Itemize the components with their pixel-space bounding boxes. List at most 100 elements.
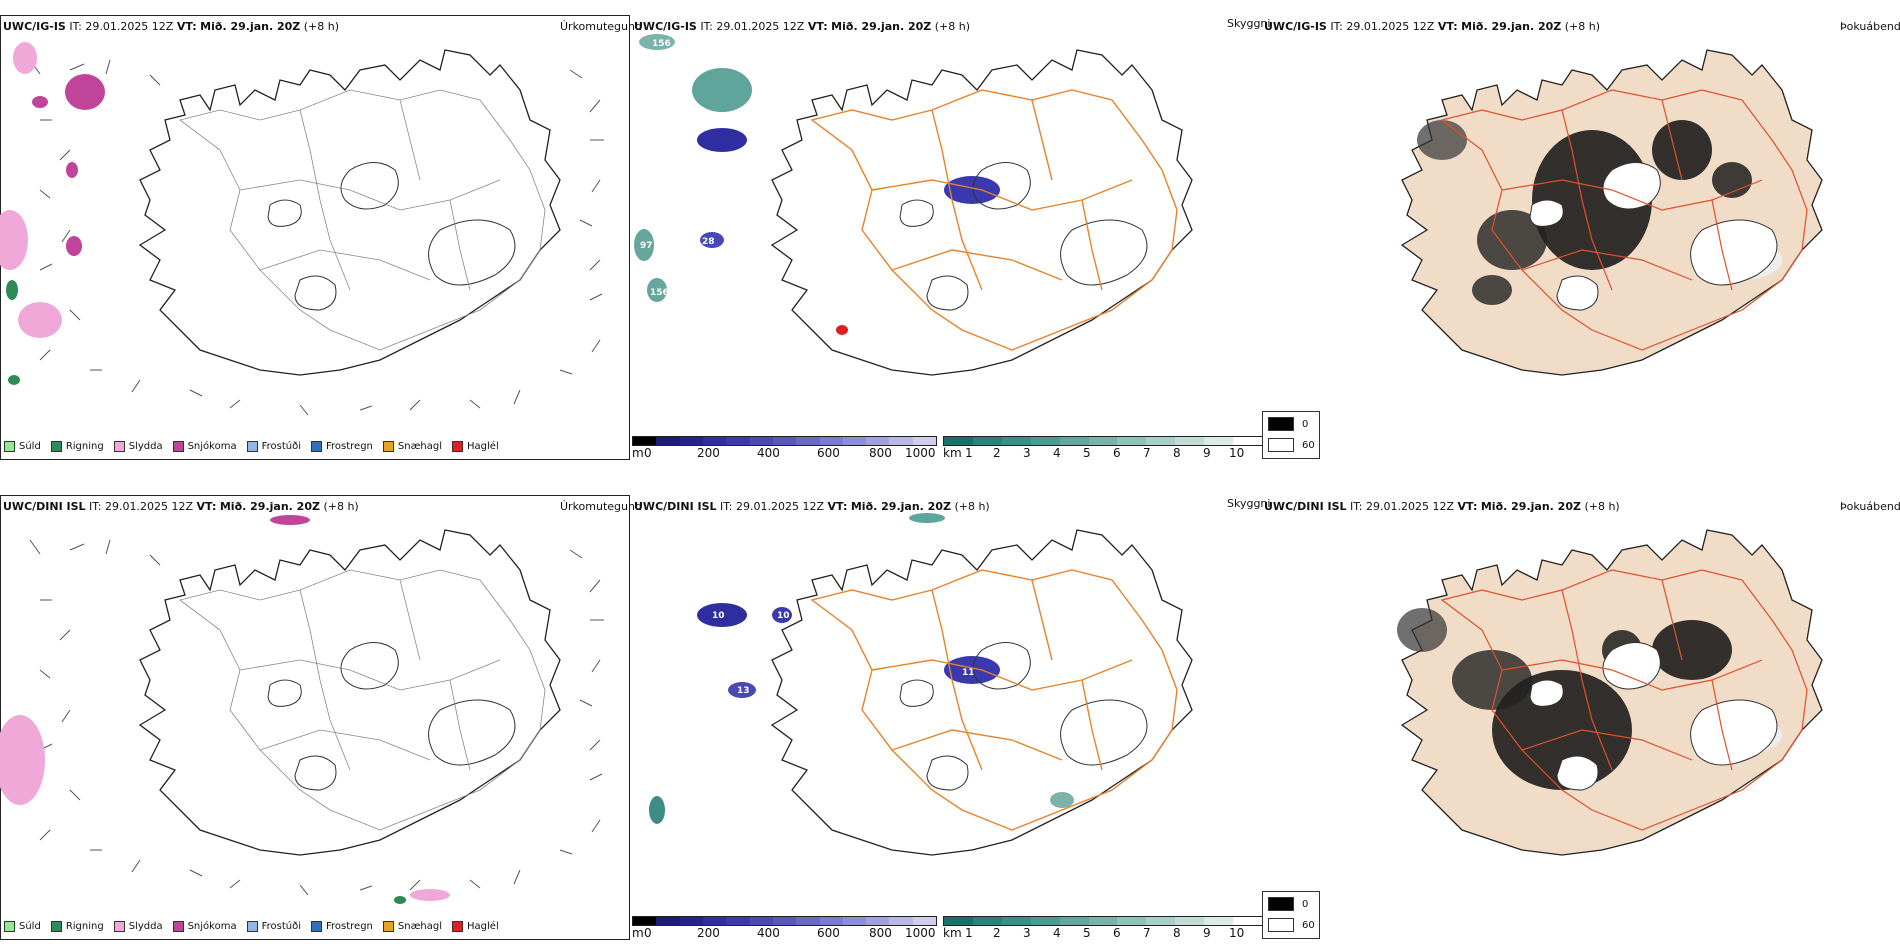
legend-swatch bbox=[172, 920, 184, 932]
legend-swatch bbox=[382, 920, 394, 932]
legend-label: Súld bbox=[19, 920, 41, 932]
precip-type-panel: UWC/DINI ISL IT: 29.01.2025 12Z VT: Mið.… bbox=[0, 480, 642, 940]
legend-swatch bbox=[113, 920, 125, 932]
panel-frame bbox=[0, 495, 630, 940]
legend-label: Frostregn bbox=[326, 920, 373, 932]
road-network bbox=[179, 569, 546, 831]
legend-item: Súld bbox=[4, 920, 41, 932]
ceiling-colorbar bbox=[632, 916, 937, 926]
vt-value: Mið. 29.jan. 20Z bbox=[200, 20, 301, 33]
precip-type-legend: Súld Rigning Slydda Snjókoma Frostúði Fr… bbox=[4, 916, 499, 936]
visibility-tick: 5 bbox=[1083, 926, 1091, 940]
ceiling-unit: m bbox=[632, 446, 644, 460]
legend-item: Haglél bbox=[452, 440, 499, 452]
fog-title: Þokuábendi bbox=[1840, 20, 1900, 33]
panel-header: UWC/DINI ISL IT: 29.01.2025 12Z VT: Mið.… bbox=[3, 500, 359, 513]
legend-item: Snæhagl bbox=[382, 920, 443, 932]
row-dini-isl: UWC/DINI ISL IT: 29.01.2025 12Z VT: Mið.… bbox=[0, 480, 1900, 940]
legend-swatch bbox=[311, 440, 322, 452]
row-ig-is: UWC/IG-IS IT: 29.01.2025 12Z VT: Mið. 29… bbox=[0, 0, 1900, 460]
visibility-tick: 4 bbox=[1053, 926, 1061, 940]
legend-swatch bbox=[311, 920, 322, 932]
model-name: UWC/IG-IS bbox=[1264, 20, 1327, 33]
fog-map bbox=[1401, 49, 1823, 376]
visibility-tick: 10 bbox=[1229, 926, 1245, 940]
visibility-patches bbox=[634, 34, 1000, 335]
legend-item: Snæhagl bbox=[382, 440, 442, 452]
legend-item: Frostúði bbox=[246, 440, 301, 452]
precip-type-title: Úrkomutegund bbox=[560, 20, 642, 33]
ceiling-unit: m bbox=[632, 926, 644, 940]
precip-patches bbox=[0, 42, 105, 385]
model-name: UWC/DINI ISL bbox=[634, 500, 717, 513]
iceland-coast bbox=[139, 529, 561, 856]
visibility-tick: 1 bbox=[965, 926, 973, 940]
model-name: UWC/IG-IS bbox=[3, 20, 66, 33]
vt-label: VT: bbox=[1457, 500, 1478, 513]
visibility-colorbar bbox=[943, 436, 1263, 446]
model-name: UWC/DINI ISL bbox=[3, 500, 86, 513]
fog-swatch-low bbox=[1268, 417, 1294, 431]
road-network bbox=[179, 89, 546, 351]
legend-swatch bbox=[246, 440, 258, 452]
visibility-colorbar bbox=[943, 916, 1263, 926]
ceiling-tick: 1000 bbox=[905, 446, 936, 460]
precip-patches bbox=[0, 515, 450, 904]
lead-time: (+8 h) bbox=[1564, 20, 1601, 33]
vt-label: VT: bbox=[827, 500, 848, 513]
panel-header: UWC/DINI ISL IT: 29.01.2025 12Z VT: Mið.… bbox=[1264, 500, 1620, 513]
lead-time: (+8 h) bbox=[303, 20, 340, 33]
legend-swatch bbox=[246, 920, 258, 932]
glacier-outlines bbox=[899, 642, 1148, 791]
legend-swatch bbox=[113, 440, 125, 452]
legend-item: Rigning bbox=[50, 920, 104, 932]
fog-high-label: 60 bbox=[1302, 439, 1315, 451]
visibility-tick: 3 bbox=[1023, 446, 1031, 460]
map-label: 11 bbox=[962, 668, 975, 678]
vt-label: VT: bbox=[1437, 20, 1458, 33]
ceiling-tick: 200 bbox=[697, 446, 720, 460]
fog-swatch-high bbox=[1268, 438, 1294, 452]
legend-label: Haglél bbox=[467, 920, 499, 932]
visibility-title: Skyggni bbox=[1227, 497, 1271, 510]
map-label: 156 bbox=[652, 39, 671, 49]
legend-swatch bbox=[4, 440, 15, 452]
it-value: 29.01.2025 12Z bbox=[105, 500, 194, 513]
vt-value: Mið. 29.jan. 20Z bbox=[219, 500, 320, 513]
ceiling-tick: 0 bbox=[644, 446, 652, 460]
visibility-panel: UWC/IG-IS IT: 29.01.2025 12Z VT: Mið. 29… bbox=[632, 0, 1270, 460]
vt-label: VT: bbox=[807, 20, 828, 33]
visibility-map: 10 11 10 13 bbox=[649, 513, 1193, 856]
legend-item: Frostúði bbox=[246, 920, 301, 932]
map-label: 28 bbox=[702, 237, 715, 247]
road-network bbox=[811, 569, 1178, 831]
fog-legend: 0 60 bbox=[1262, 411, 1320, 459]
legend-item: Rigning bbox=[50, 440, 104, 452]
visibility-tick: 10 bbox=[1229, 446, 1245, 460]
ceiling-colorbar bbox=[632, 436, 937, 446]
legend-label: Snæhagl bbox=[397, 920, 443, 932]
visibility-tick: 7 bbox=[1143, 446, 1151, 460]
legend-label: Snjókoma bbox=[187, 440, 237, 452]
lead-time: (+8 h) bbox=[1584, 500, 1620, 513]
legend-item: Frostregn bbox=[311, 440, 373, 452]
it-label: IT: bbox=[1350, 500, 1363, 513]
fog-title: Þokuábendi bbox=[1840, 500, 1900, 513]
visibility-tick: 2 bbox=[993, 926, 1001, 940]
fog-legend: 0 60 bbox=[1262, 891, 1320, 939]
map-label: 97 bbox=[640, 241, 653, 251]
it-value: 29.01.2025 12Z bbox=[1366, 500, 1455, 513]
it-value: 29.01.2025 12Z bbox=[716, 20, 805, 33]
visibility-tick: 6 bbox=[1113, 926, 1121, 940]
map-label: 156 bbox=[650, 288, 669, 298]
visibility-tick: 4 bbox=[1053, 446, 1061, 460]
fog-swatch-low bbox=[1268, 897, 1294, 911]
vt-label: VT: bbox=[196, 500, 217, 513]
legend-item: Frostregn bbox=[311, 920, 373, 932]
visibility-map: 156 138 97 156 28 bbox=[634, 34, 1193, 376]
iceland-coast bbox=[139, 49, 561, 376]
it-label: IT: bbox=[1330, 20, 1343, 33]
visibility-title: Skyggni bbox=[1227, 17, 1271, 30]
lead-time: (+8 h) bbox=[934, 20, 971, 33]
legend-item: Snjókoma bbox=[172, 920, 237, 932]
